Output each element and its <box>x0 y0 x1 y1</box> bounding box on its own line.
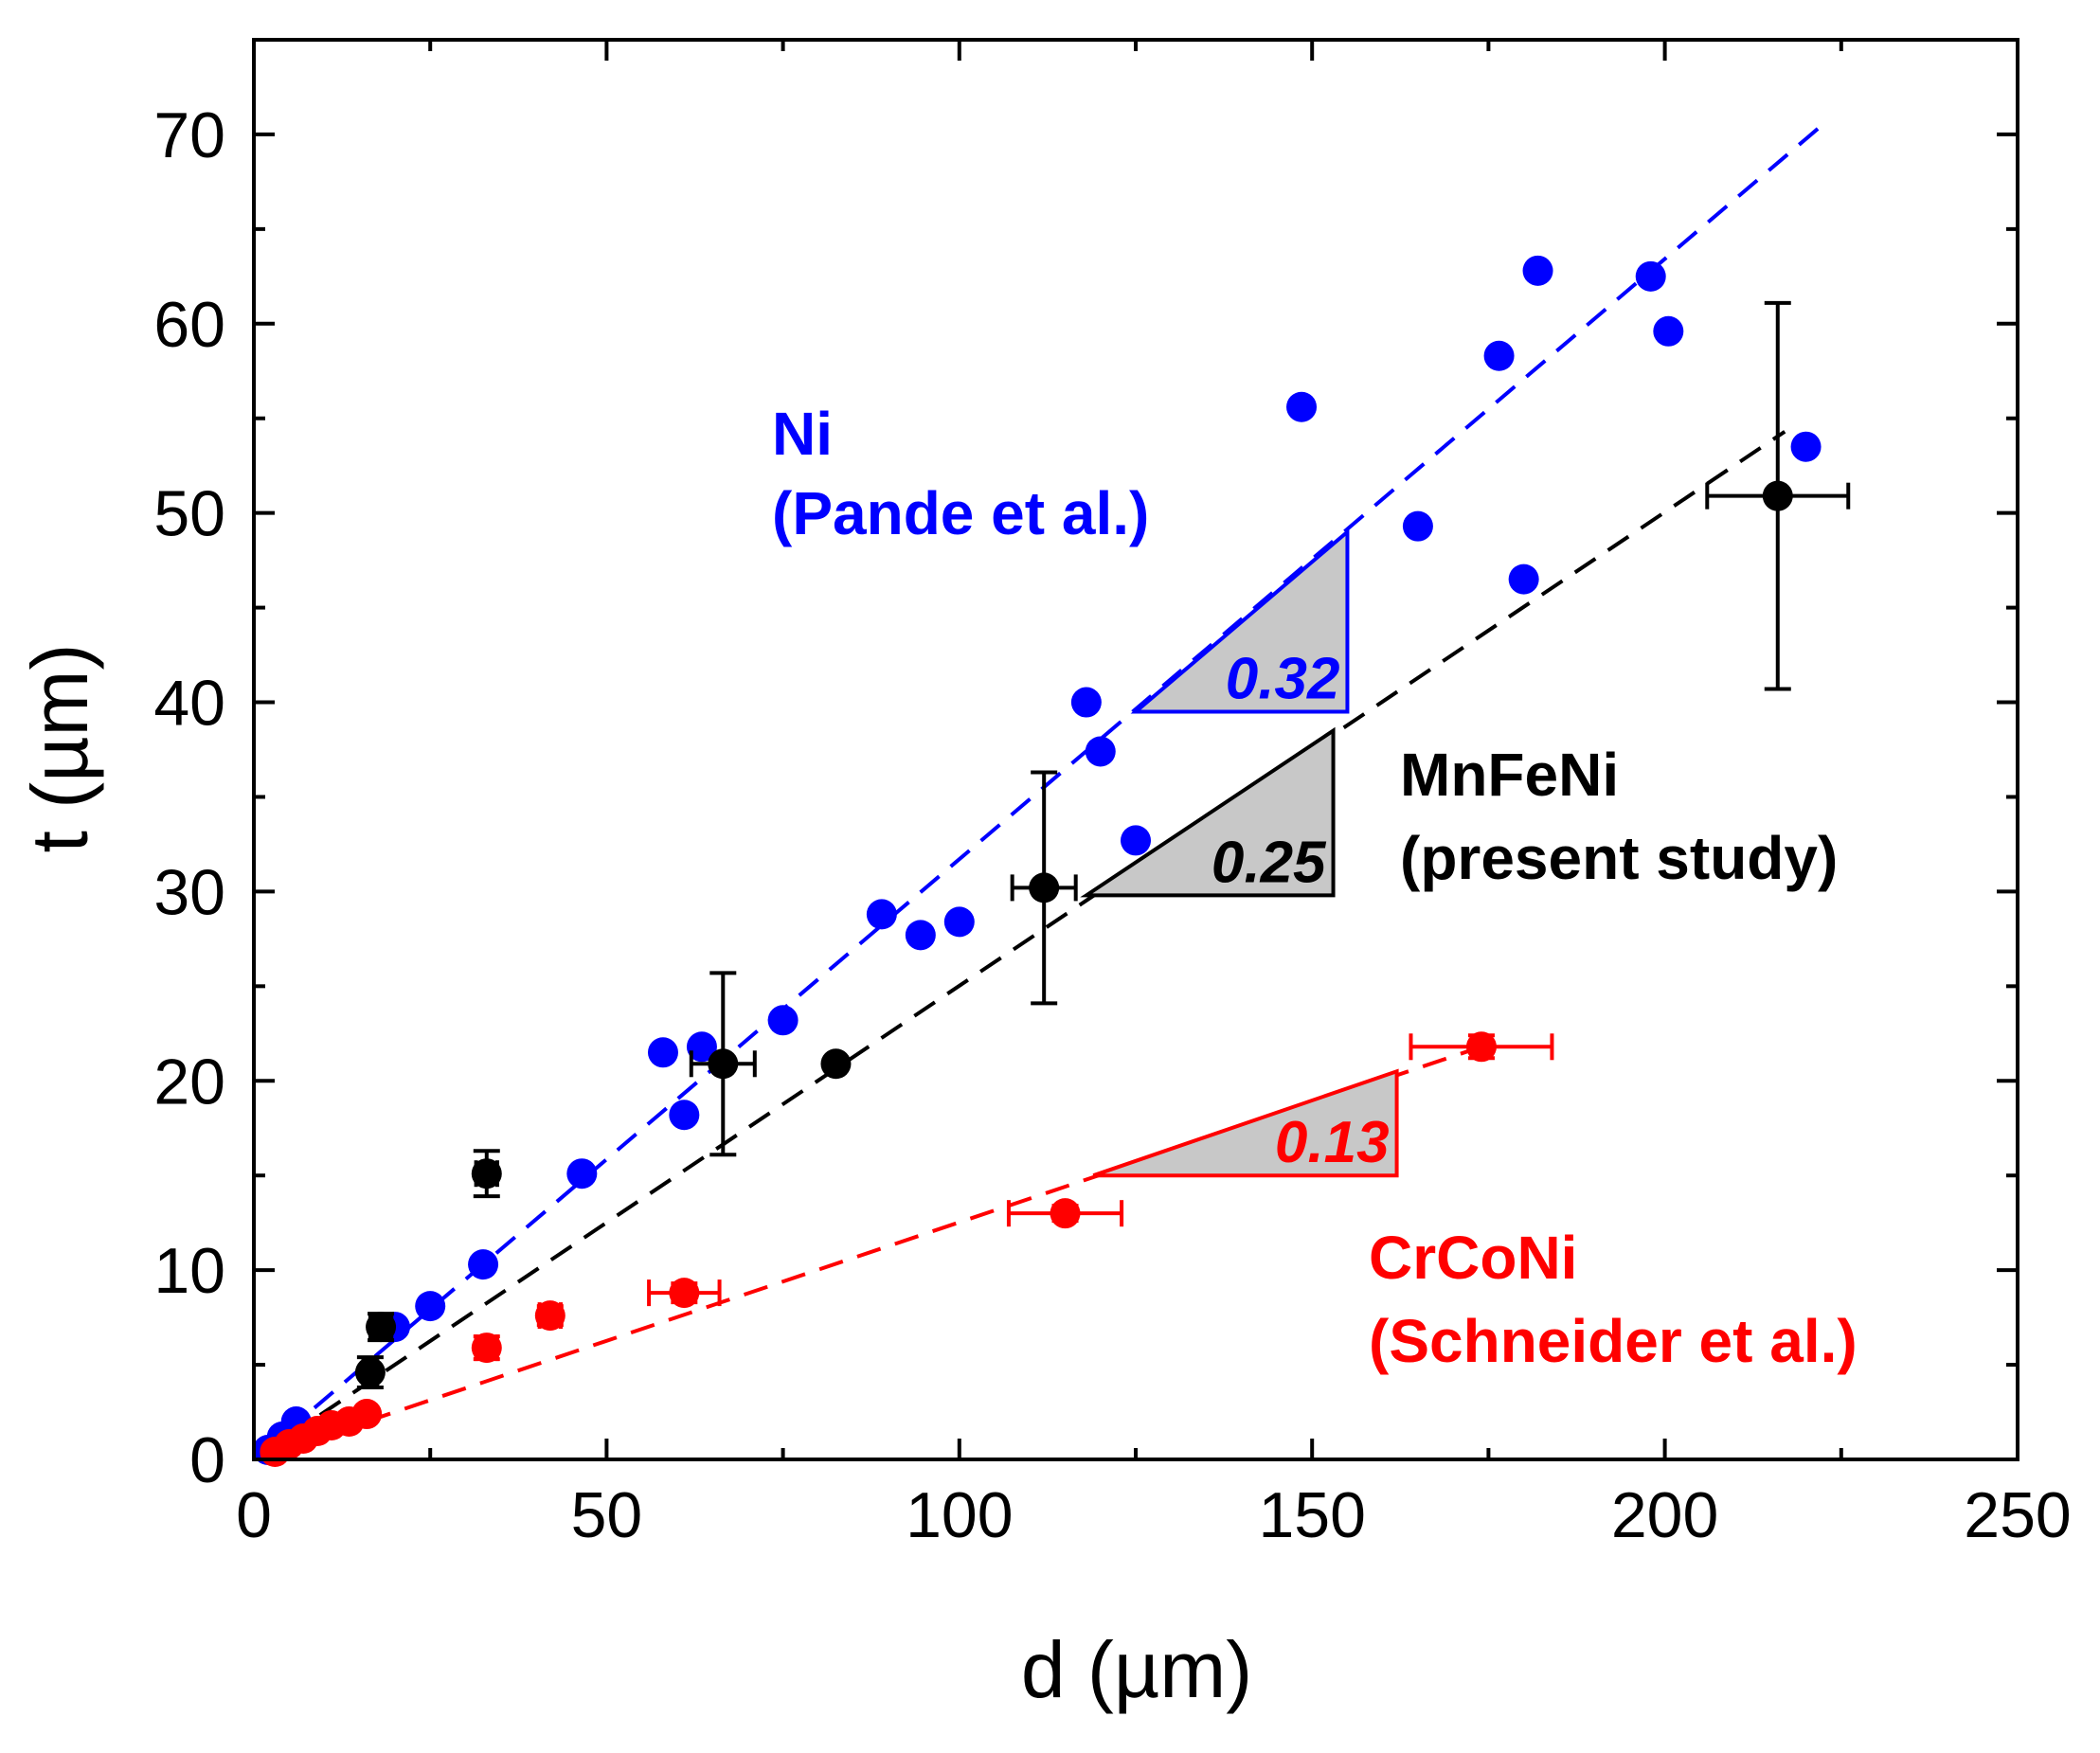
series-label-mnfeni: (present study) <box>1400 824 1838 892</box>
data-point <box>686 1031 717 1063</box>
fit-line-mnfeni <box>252 430 1786 1461</box>
x-tick-label: 250 <box>1964 1479 2071 1551</box>
y-tick-label: 20 <box>153 1046 225 1118</box>
y-tick-label: 70 <box>153 99 225 171</box>
data-point <box>1402 510 1433 542</box>
data-point <box>1029 872 1060 903</box>
data-point <box>647 1037 678 1068</box>
series-label-crconi: (Schneider et al.) <box>1369 1307 1858 1375</box>
data-point <box>1483 340 1515 371</box>
slope-label-crconi: 0.13 <box>1275 1110 1390 1175</box>
data-point <box>1508 563 1539 595</box>
x-tick-label: 50 <box>571 1479 643 1551</box>
data-point <box>1465 1031 1497 1063</box>
series-label-ni: Ni <box>772 400 833 468</box>
series-label-ni: (Pande et al.) <box>772 479 1149 547</box>
data-point <box>468 1249 499 1280</box>
data-point <box>354 1357 386 1388</box>
data-point <box>1790 431 1822 462</box>
slope-triangles: 0.32 0.25 0.13 <box>1080 528 1399 1178</box>
data-point <box>669 1100 700 1131</box>
slope-label-mnfeni: 0.25 <box>1212 830 1327 895</box>
data-point <box>471 1158 502 1190</box>
data-point <box>351 1399 383 1430</box>
data-point <box>1762 480 1793 511</box>
y-tick-label: 40 <box>153 668 225 740</box>
series-mnfeni <box>354 300 1851 1390</box>
data-point <box>1286 391 1318 422</box>
data-point <box>820 1048 852 1080</box>
data-point <box>767 1005 799 1036</box>
data-point <box>1653 315 1684 347</box>
x-tick-label: 100 <box>906 1479 1013 1551</box>
x-axis-title: d (µm) <box>1021 1625 1252 1714</box>
y-tick-label: 30 <box>153 856 225 928</box>
data-point <box>1050 1198 1081 1229</box>
y-tick-label: 10 <box>153 1235 225 1307</box>
data-point <box>1522 255 1553 286</box>
data-point <box>566 1158 598 1190</box>
series-label-crconi: CrCoNi <box>1369 1224 1577 1292</box>
data-points <box>252 255 1851 1468</box>
x-tick-label: 0 <box>236 1479 272 1551</box>
plot-frame <box>252 38 2019 1461</box>
data-point <box>866 899 897 930</box>
y-axis-title: t (µm) <box>15 644 104 853</box>
y-tick-label: 0 <box>189 1424 225 1496</box>
data-point <box>415 1291 446 1322</box>
series-crconi <box>260 1031 1554 1468</box>
data-point <box>943 906 975 938</box>
data-point <box>708 1048 739 1080</box>
slope-label-ni: 0.32 <box>1226 647 1340 712</box>
slope-triangle-crconi <box>1092 1068 1399 1178</box>
data-point <box>366 1312 397 1343</box>
data-point <box>1121 825 1151 856</box>
data-point <box>1085 736 1116 767</box>
x-tick-label: 200 <box>1611 1479 1718 1551</box>
slope-triangle-mnfeni <box>1080 726 1336 898</box>
series-labels: Ni (Pande et al.) MnFeNi (present study) CrC… <box>772 400 1858 1375</box>
slope-triangle-ni <box>1130 528 1350 714</box>
fit-line-ni <box>252 125 1822 1461</box>
y-tick-label: 60 <box>153 289 225 361</box>
data-point <box>471 1333 502 1364</box>
y-tick-label: 50 <box>153 478 225 550</box>
data-point <box>1070 687 1102 718</box>
data-point <box>669 1278 700 1309</box>
data-point <box>905 920 936 951</box>
data-point <box>1635 260 1666 292</box>
x-tick-label: 150 <box>1258 1479 1365 1551</box>
series-label-mnfeni: MnFeNi <box>1400 741 1619 809</box>
data-point <box>534 1300 565 1332</box>
